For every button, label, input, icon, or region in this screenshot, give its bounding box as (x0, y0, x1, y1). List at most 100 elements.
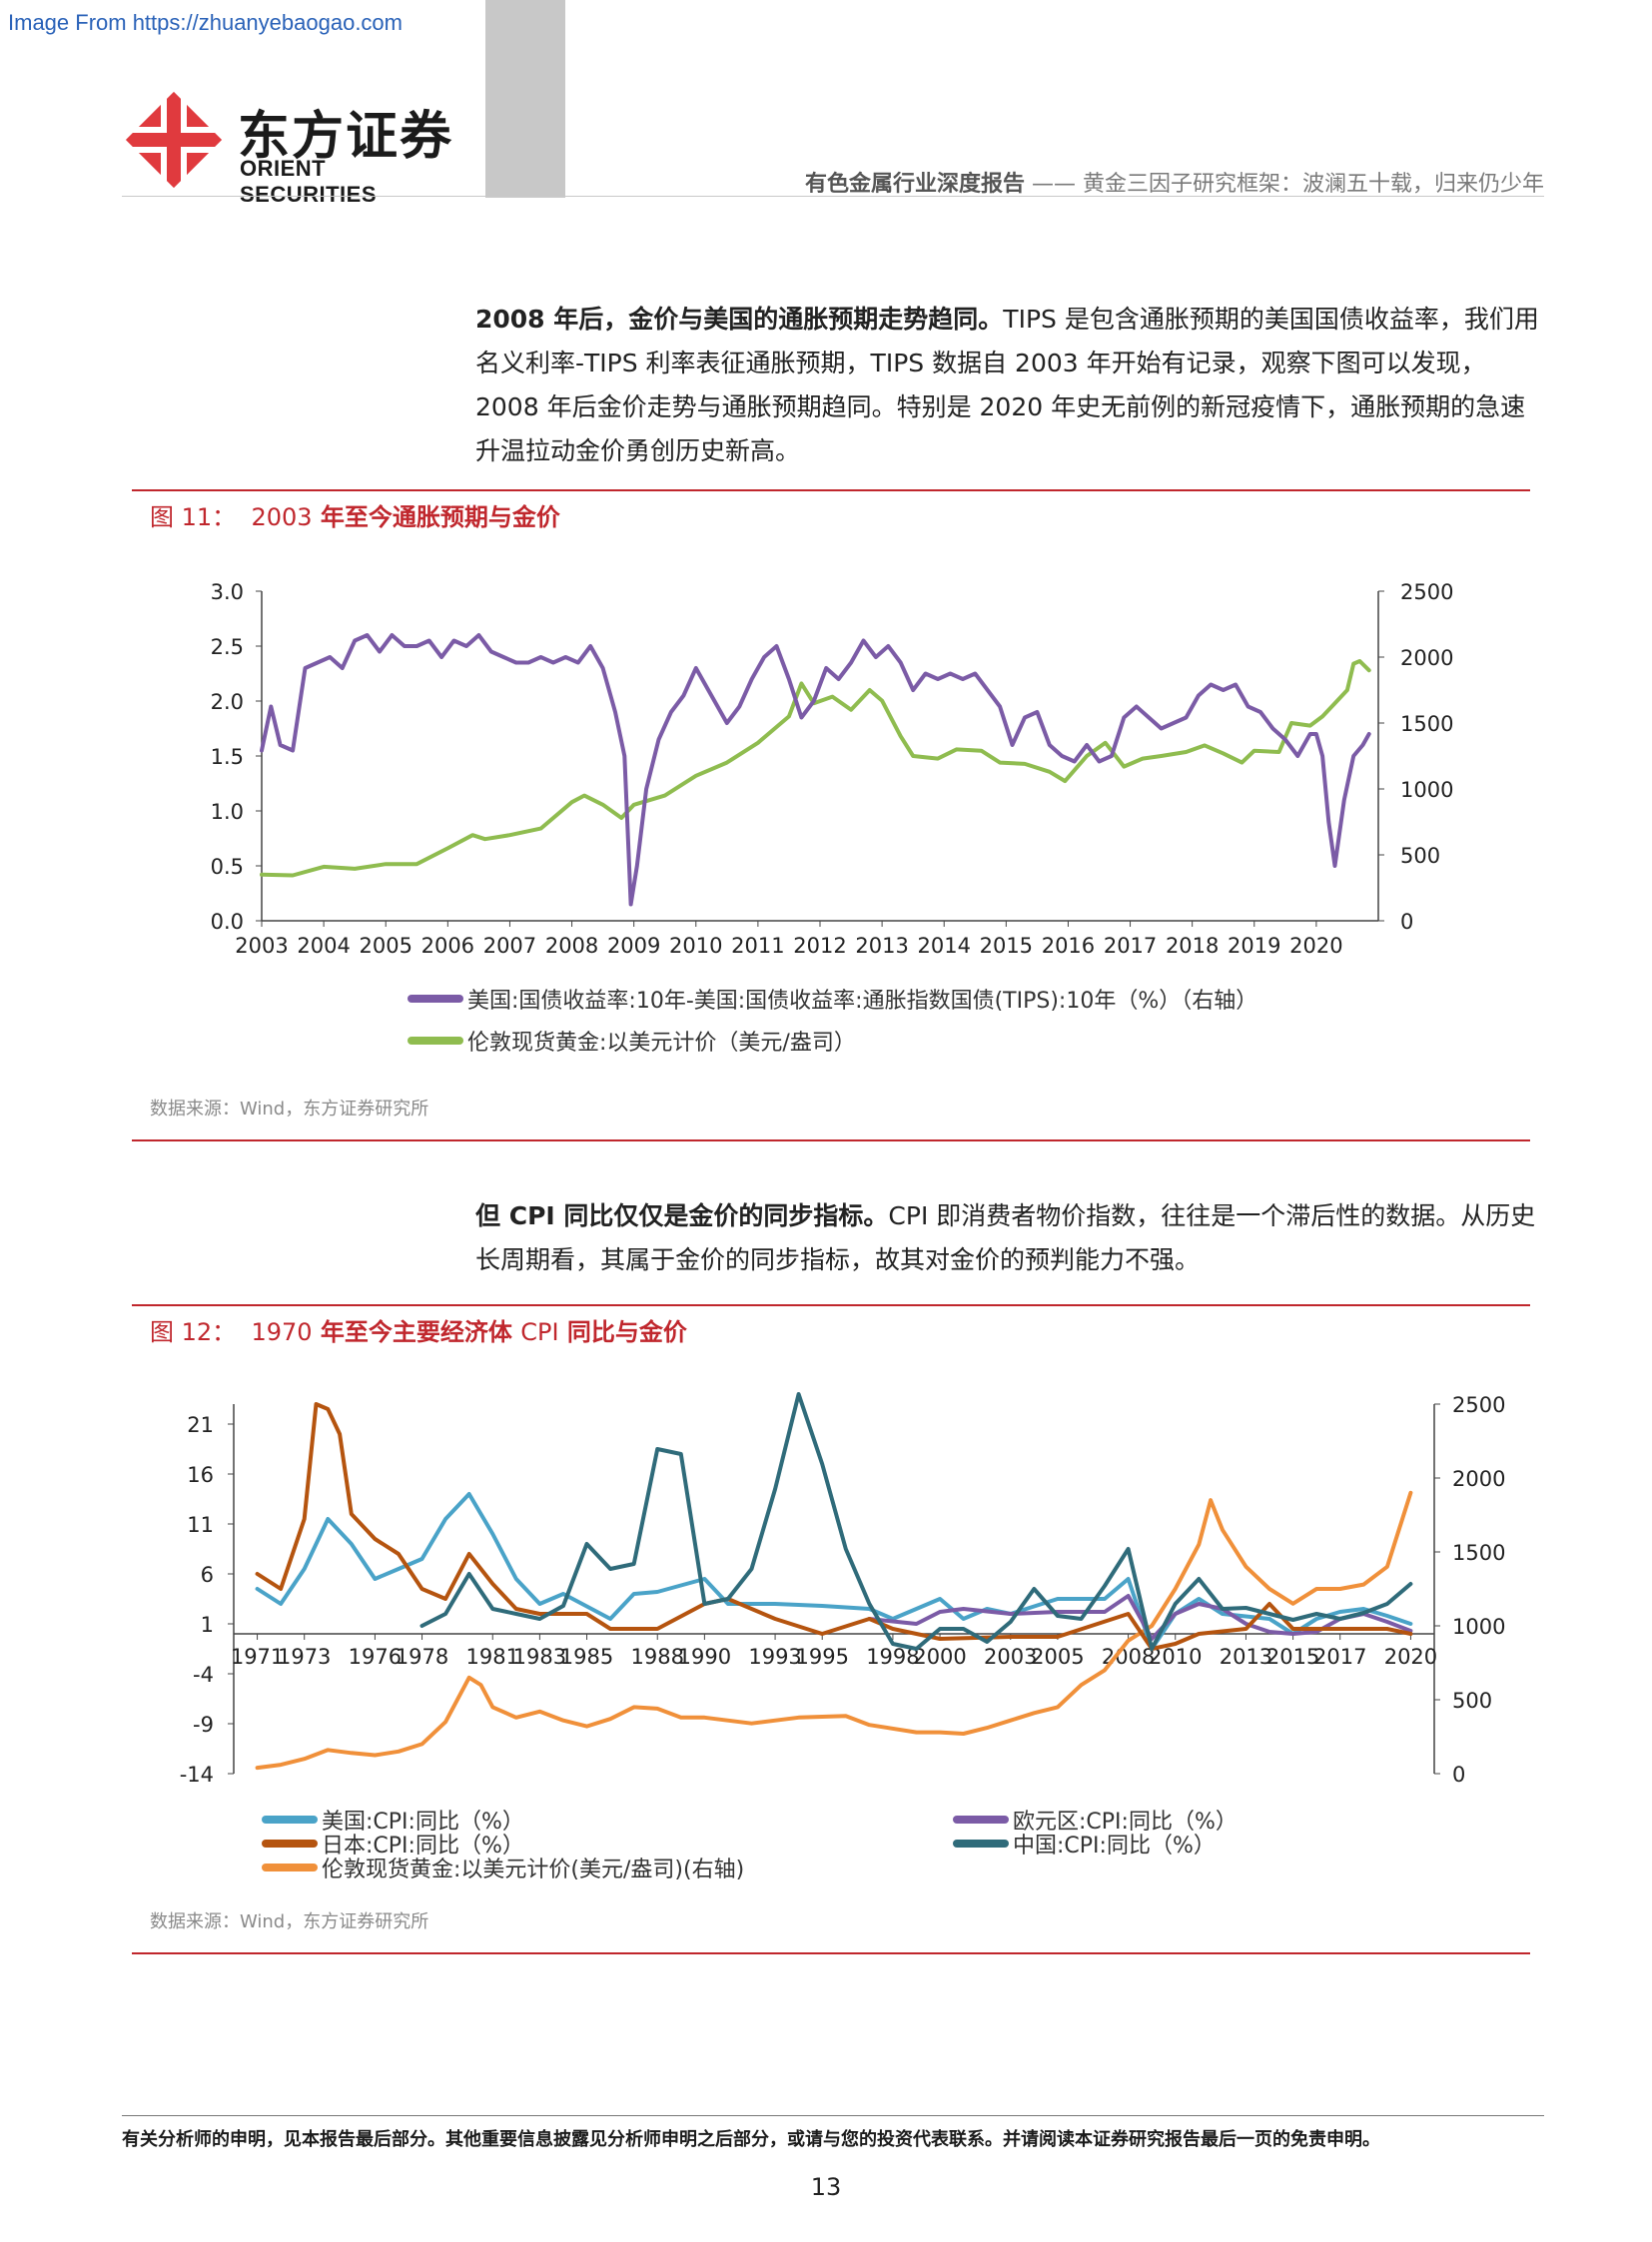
paragraph-lead: 但 CPI 同比仅仅是金价的同步指标。 (475, 1201, 889, 1230)
x-tick-label: 2012 (793, 934, 846, 958)
paragraph-lead: 2008 年后，金价与美国的通胀预期走势趋同。 (475, 305, 1004, 334)
x-tick-label: 2005 (1031, 1645, 1084, 1669)
legend-label: 中国:CPI:同比（%） (1013, 1834, 1216, 1859)
legend-swatch-lightblue (262, 1816, 318, 1824)
series-line-gold (260, 659, 1371, 878)
paragraph-inflation: 2008 年后，金价与美国的通胀预期走势趋同。TIPS 是包含通胀预期的美国国债… (475, 298, 1544, 473)
x-tick-label: 1978 (396, 1645, 448, 1669)
report-type: 有色金属行业深度报告 (804, 172, 1025, 197)
figure11-label: 图 11： (150, 503, 237, 531)
legend-swatch-purple (953, 1816, 1009, 1824)
watermark-text: Image From https://zhuanyebaogao.com (8, 10, 403, 35)
logo-english-name: ORIENT SECURITIES (240, 156, 378, 207)
y-tick-label-left: -14 (180, 1763, 214, 1787)
y-tick-label-right: 2500 (1452, 1393, 1505, 1417)
x-tick-label: 2020 (1384, 1645, 1437, 1669)
y-tick-label-right: 2500 (1400, 580, 1453, 604)
y-tick-label-right: 0 (1400, 910, 1413, 934)
y-tick-label-left: 16 (187, 1463, 214, 1487)
figure12-top-rule (132, 1304, 1530, 1306)
legend-swatch-brown (262, 1840, 318, 1848)
x-tick-label: 2004 (297, 934, 350, 958)
x-tick-label: 1976 (349, 1645, 402, 1669)
x-tick-label: 2020 (1289, 934, 1342, 958)
y-tick-label-left: -9 (193, 1713, 214, 1737)
legend-label: 伦敦现货黄金:以美元计价（美元/盎司） (467, 1031, 856, 1056)
x-tick-label: 1985 (560, 1645, 613, 1669)
legend-item-gold: 伦敦现货黄金:以美元计价(美元/盎司)(右轴) (262, 1852, 744, 1883)
footer-disclaimer: 有关分析师的申明，见本报告最后部分。其他重要信息披露见分析师申明之后部分，或请与… (122, 2129, 1380, 2150)
x-tick-label: 1971 (231, 1645, 284, 1669)
report-title: 黄金三因子研究框架：波澜五十载，归来仍少年 (1082, 172, 1544, 197)
figure12-year: 1970 (251, 1318, 313, 1346)
x-tick-label: 2016 (1042, 934, 1095, 958)
chart-inflation-gold: 0.0 0.5 1.0 1.5 2.0 2.5 3.0 0 500 1000 1500 2000 250… (211, 580, 1454, 958)
chart-cpi-gold: 21161161-4-9-142500200015001000500019711… (180, 1392, 1505, 1787)
header-title: 有色金属行业深度报告 —— 黄金三因子研究框架：波澜五十载，归来仍少年 (805, 166, 1544, 198)
paragraph-cpi: 但 CPI 同比仅仅是金价的同步指标。CPI 即消费者物价指数，往往是一个滞后性… (475, 1194, 1544, 1282)
page-number: 13 (810, 2173, 842, 2201)
y-tick-label-right: 1000 (1452, 1615, 1505, 1639)
figure11-source: 数据来源：Wind，东方证券研究所 (150, 1099, 429, 1120)
x-tick-label: 2008 (545, 934, 598, 958)
x-tick-label: 2018 (1166, 934, 1219, 958)
y-tick-label-left: 1.0 (211, 800, 244, 824)
legend-label: 伦敦现货黄金:以美元计价(美元/盎司)(右轴) (322, 1858, 745, 1882)
y-tick-label-left: 2.0 (211, 690, 244, 714)
legend-label: 美国:CPI:同比（%） (322, 1810, 524, 1835)
y-tick-label-left: 1.5 (211, 745, 244, 769)
figure11-year: 2003 (251, 503, 313, 531)
logo-mark-icon (125, 91, 223, 189)
x-tick-label: 2006 (421, 934, 474, 958)
series-line-breakeven (260, 633, 1371, 907)
legend-item-gold: 伦敦现货黄金:以美元计价（美元/盎司） (408, 1025, 856, 1057)
legend-item-breakeven: 美国:国债收益率:10年-美国:国债收益率:通胀指数国债(TIPS):10年（%… (408, 983, 1257, 1015)
legend-item-us-cpi: 美国:CPI:同比（%） (262, 1804, 524, 1836)
y-tick-label-right: 1000 (1400, 778, 1453, 802)
y-tick-label-left: 6 (201, 1563, 214, 1587)
x-tick-label: 1988 (631, 1645, 684, 1669)
y-tick-label-left: 11 (187, 1513, 214, 1537)
y-tick-label-left: 21 (187, 1413, 214, 1437)
y-tick-label-right: 1500 (1400, 712, 1453, 736)
x-tick-label: 1973 (278, 1645, 331, 1669)
legend-item-eu-cpi: 欧元区:CPI:同比（%） (953, 1804, 1238, 1836)
figure11-top-rule (132, 489, 1530, 491)
paragraph-body: TIPS 是包含通胀预期的美国国债收益率，我们用名义利率-TIPS 利率表征通胀… (475, 305, 1539, 465)
legend-label: 美国:国债收益率:10年-美国:国债收益率:通胀指数国债(TIPS):10年（%… (467, 989, 1258, 1014)
x-tick-label: 2007 (483, 934, 536, 958)
figure12-source: 数据来源：Wind，东方证券研究所 (150, 1911, 429, 1932)
x-tick-label: 2003 (235, 934, 288, 958)
y-tick-label-right: 0 (1452, 1763, 1465, 1787)
x-tick-label: 2015 (980, 934, 1033, 958)
x-tick-label: 1995 (795, 1645, 848, 1669)
x-tick-label: 2010 (669, 934, 722, 958)
legend-label: 欧元区:CPI:同比（%） (1013, 1810, 1238, 1835)
y-tick-label-left: -4 (193, 1663, 214, 1687)
legend-item-jp-cpi: 日本:CPI:同比（%） (262, 1828, 524, 1860)
header-divider (122, 196, 1544, 197)
y-tick-label-right: 500 (1400, 844, 1440, 868)
x-tick-label: 2005 (359, 934, 412, 958)
x-tick-label: 2017 (1313, 1645, 1366, 1669)
x-tick-label: 2017 (1104, 934, 1157, 958)
figure11-title-text: 年至今通胀预期与金价 (312, 503, 560, 531)
x-tick-label: 2011 (731, 934, 784, 958)
y-tick-label-left: 0.5 (211, 855, 244, 879)
figure11-title: 图 11： 2003 年至今通胀预期与金价 (150, 497, 560, 532)
y-tick-label-right: 2000 (1452, 1467, 1505, 1491)
legend-item-cn-cpi: 中国:CPI:同比（%） (953, 1828, 1216, 1860)
figure12-bottom-rule (132, 1952, 1530, 1954)
series-line-gold (255, 1490, 1413, 1771)
figure12-label: 图 12： (150, 1318, 237, 1346)
x-tick-label: 1981 (466, 1645, 519, 1669)
legend-swatch-green (408, 1037, 463, 1045)
legend-label: 日本:CPI:同比（%） (322, 1834, 524, 1859)
header-gray-bar (485, 0, 565, 198)
y-tick-label-left: 0.0 (211, 910, 244, 934)
y-tick-label-right: 1500 (1452, 1541, 1505, 1565)
x-tick-label: 2014 (917, 934, 970, 958)
legend-swatch-orange (262, 1864, 318, 1871)
paragraph-body: CPI 即消费者物价指数，往往是一个滞后性的数据。从历史长周期看，其属于金价的同… (475, 1201, 1536, 1274)
x-tick-label: 1993 (748, 1645, 801, 1669)
